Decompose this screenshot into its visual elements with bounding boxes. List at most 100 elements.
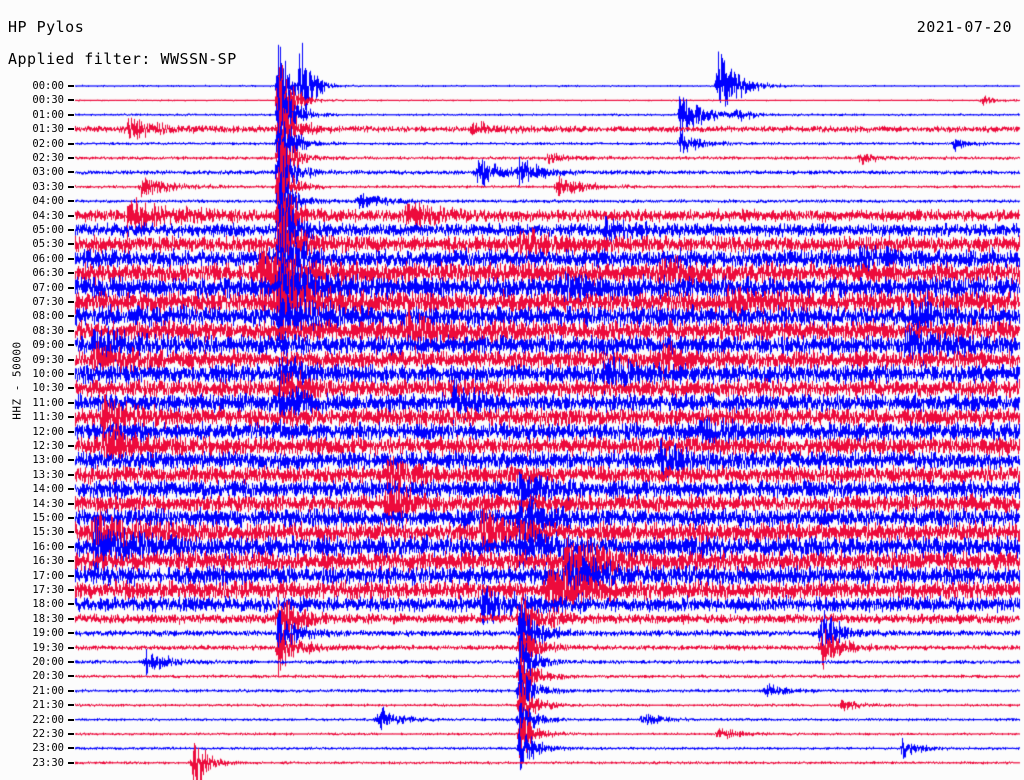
- time-tick-label: 18:30: [32, 612, 64, 625]
- time-tick-mark: [68, 157, 74, 159]
- time-tick-label: 14:00: [32, 483, 64, 496]
- time-tick-mark: [68, 128, 74, 131]
- time-tick-label: 02:00: [32, 137, 64, 150]
- time-tick-mark: [68, 344, 74, 347]
- time-tick-label: 18:00: [32, 598, 64, 611]
- time-tick-label: 21:00: [32, 684, 64, 697]
- time-tick-mark: [68, 272, 74, 275]
- time-tick-label: 11:30: [32, 411, 64, 424]
- time-tick-label: 09:00: [32, 339, 64, 352]
- time-tick-mark: [68, 229, 74, 231]
- time-tick-mark: [68, 733, 74, 735]
- time-tick-mark: [68, 675, 74, 678]
- time-axis: 00:00 00:30 01:00 01:30 02:00 02:30 03:00 03:30…: [0, 80, 74, 774]
- time-tick-label: 06:00: [32, 252, 64, 265]
- time-tick-mark: [68, 545, 74, 548]
- time-tick-mark: [68, 373, 74, 375]
- time-tick-mark: [68, 502, 74, 505]
- time-tick-label: 01:00: [32, 108, 64, 121]
- time-tick-mark: [68, 214, 74, 217]
- time-tick-label: 04:30: [32, 209, 64, 222]
- time-tick-mark: [68, 142, 74, 145]
- time-tick-label: 17:00: [32, 569, 64, 582]
- time-tick-label: 13:30: [32, 468, 64, 481]
- time-tick-label: 03:30: [32, 180, 64, 193]
- time-tick-mark: [68, 531, 74, 534]
- time-tick-mark: [68, 704, 74, 707]
- time-tick-mark: [68, 574, 74, 577]
- time-tick-label: 07:30: [32, 296, 64, 308]
- time-tick-mark: [68, 430, 74, 433]
- time-tick-label: 14:30: [32, 497, 64, 510]
- time-tick-label: 15:30: [32, 526, 64, 539]
- time-tick-label: 12:30: [32, 440, 64, 452]
- time-tick-label: 20:30: [32, 670, 64, 683]
- time-tick-label: 10:00: [32, 368, 64, 380]
- time-tick-mark: [68, 761, 74, 764]
- time-tick-mark: [68, 315, 74, 318]
- page-title: HP Pylos: [8, 18, 85, 36]
- time-tick-label: 19:30: [32, 641, 64, 654]
- time-tick-mark: [68, 286, 74, 289]
- date-label: 2021-07-20: [916, 18, 1012, 36]
- time-tick-label: 12:00: [32, 425, 64, 438]
- time-tick-mark: [68, 689, 74, 692]
- time-tick-mark: [68, 632, 74, 635]
- time-tick-label: 00:00: [32, 80, 64, 92]
- time-tick-label: 20:00: [32, 656, 64, 668]
- time-tick-mark: [68, 200, 74, 203]
- time-tick-mark: [68, 473, 74, 476]
- time-tick-label: 10:30: [32, 382, 64, 395]
- time-tick-label: 06:30: [32, 267, 64, 280]
- time-tick-mark: [68, 661, 74, 663]
- time-tick-mark: [68, 401, 74, 404]
- time-tick-label: 16:30: [32, 555, 64, 568]
- time-tick-label: 08:30: [32, 324, 64, 337]
- time-tick-mark: [68, 517, 74, 519]
- time-tick-label: 07:00: [32, 281, 64, 294]
- applied-filter-label: Applied filter: WWSSN-SP: [8, 50, 237, 68]
- time-tick-label: 05:30: [32, 238, 64, 251]
- time-tick-mark: [68, 171, 74, 174]
- time-tick-mark: [68, 329, 74, 332]
- time-tick-label: 22:00: [32, 713, 64, 726]
- time-tick-label: 16:00: [32, 540, 64, 553]
- time-tick-label: 21:30: [32, 699, 64, 712]
- time-tick-label: 05:00: [32, 224, 64, 236]
- time-tick-mark: [68, 185, 74, 188]
- time-tick-label: 15:00: [32, 512, 64, 524]
- time-tick-mark: [68, 113, 74, 116]
- time-tick-label: 22:30: [32, 728, 64, 740]
- time-tick-mark: [68, 488, 74, 491]
- time-tick-label: 23:00: [32, 742, 64, 755]
- time-tick-label: 04:00: [32, 195, 64, 208]
- time-tick-label: 00:30: [32, 94, 64, 107]
- time-tick-mark: [68, 416, 74, 419]
- time-tick-mark: [68, 99, 74, 102]
- time-tick-mark: [68, 459, 74, 462]
- time-tick-mark: [68, 718, 74, 721]
- time-tick-mark: [68, 603, 74, 606]
- time-tick-label: 17:30: [32, 584, 64, 596]
- time-tick-mark: [68, 589, 74, 591]
- time-tick-label: 02:30: [32, 152, 64, 164]
- time-tick-label: 08:00: [32, 310, 64, 323]
- time-tick-mark: [68, 445, 74, 447]
- time-tick-mark: [68, 301, 74, 303]
- time-tick-label: 03:00: [32, 166, 64, 179]
- time-tick-mark: [68, 617, 74, 620]
- time-tick-mark: [68, 646, 74, 649]
- time-tick-mark: [68, 560, 74, 563]
- time-tick-mark: [68, 243, 74, 246]
- time-tick-label: 09:30: [32, 353, 64, 366]
- time-tick-mark: [68, 387, 74, 390]
- time-tick-label: 01:30: [32, 123, 64, 136]
- time-tick-label: 23:30: [32, 756, 64, 769]
- time-tick-label: 13:00: [32, 454, 64, 467]
- time-tick-label: 11:00: [32, 396, 64, 409]
- time-tick-mark: [68, 257, 74, 260]
- time-tick-mark: [68, 85, 74, 87]
- time-tick-mark: [68, 747, 74, 750]
